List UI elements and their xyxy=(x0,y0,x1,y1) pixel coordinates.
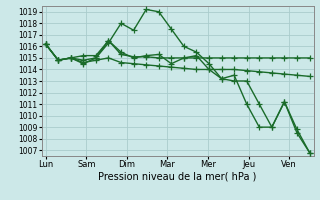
X-axis label: Pression niveau de la mer( hPa ): Pression niveau de la mer( hPa ) xyxy=(99,172,257,182)
